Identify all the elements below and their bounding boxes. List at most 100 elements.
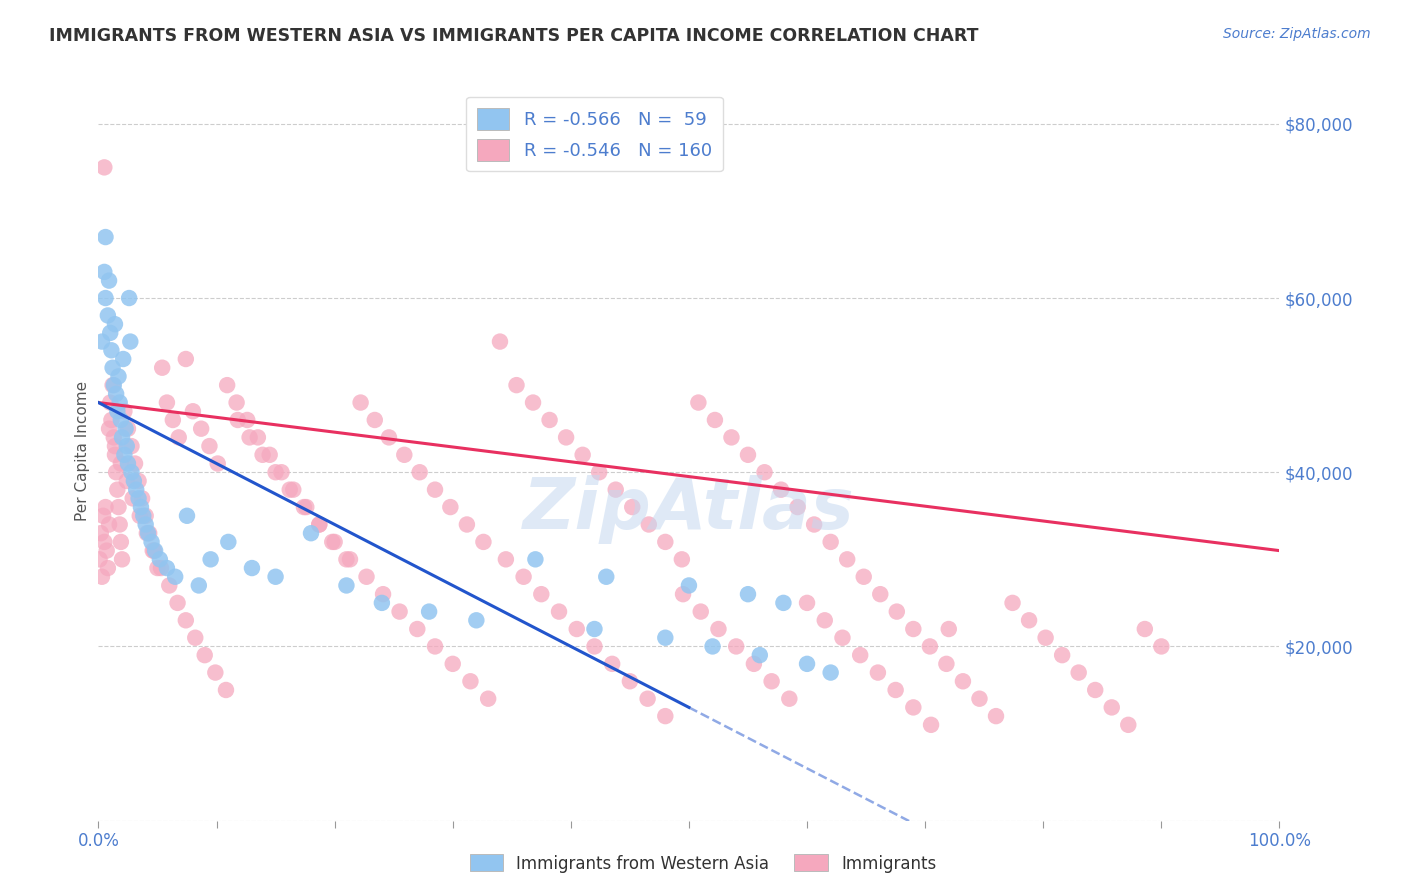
Point <box>156 561 179 575</box>
Point <box>105 404 128 418</box>
Point <box>754 465 776 479</box>
Point <box>565 622 588 636</box>
Point <box>174 351 197 366</box>
Point <box>101 360 124 375</box>
Point <box>323 535 346 549</box>
Point <box>772 596 794 610</box>
Point <box>742 657 765 671</box>
Point <box>91 570 114 584</box>
Point <box>138 526 160 541</box>
Point <box>94 230 117 244</box>
Point <box>176 508 198 523</box>
Point <box>194 648 217 662</box>
Point <box>98 326 121 340</box>
Point <box>135 526 157 541</box>
Point <box>969 691 991 706</box>
Point <box>984 709 1007 723</box>
Point <box>388 605 411 619</box>
Point <box>299 526 322 541</box>
Point <box>217 535 239 549</box>
Point <box>720 430 742 444</box>
Point <box>408 465 430 479</box>
Point <box>869 587 891 601</box>
Point <box>181 404 204 418</box>
Point <box>837 552 859 566</box>
Point <box>122 474 145 488</box>
Point <box>477 691 499 706</box>
Point <box>124 457 146 471</box>
Point <box>605 483 627 497</box>
Point <box>135 517 157 532</box>
Point <box>110 535 132 549</box>
Point <box>583 622 606 636</box>
Point <box>121 491 143 506</box>
Point <box>252 448 274 462</box>
Point <box>495 552 517 566</box>
Point <box>240 561 263 575</box>
Point <box>96 543 118 558</box>
Point <box>505 378 527 392</box>
Point <box>349 395 371 409</box>
Point <box>489 334 512 349</box>
Point <box>167 430 190 444</box>
Point <box>671 552 693 566</box>
Point <box>149 552 172 566</box>
Text: IMMIGRANTS FROM WESTERN ASIA VS IMMIGRANTS PER CAPITA INCOME CORRELATION CHART: IMMIGRANTS FROM WESTERN ASIA VS IMMIGRAN… <box>49 27 979 45</box>
Point <box>441 657 464 671</box>
Point <box>737 587 759 601</box>
Point <box>1150 640 1173 654</box>
Point <box>94 291 117 305</box>
Point <box>595 570 617 584</box>
Point <box>903 622 925 636</box>
Point <box>295 500 318 514</box>
Point <box>142 543 165 558</box>
Point <box>132 508 155 523</box>
Point <box>190 422 212 436</box>
Point <box>920 718 942 732</box>
Point <box>866 665 889 680</box>
Point <box>688 395 710 409</box>
Point <box>292 500 315 514</box>
Point <box>111 552 134 566</box>
Point <box>93 265 115 279</box>
Point <box>115 474 138 488</box>
Point <box>522 395 544 409</box>
Point <box>129 500 152 514</box>
Point <box>1001 596 1024 610</box>
Point <box>112 448 135 462</box>
Point <box>814 613 837 627</box>
Point <box>952 674 974 689</box>
Point <box>108 395 131 409</box>
Point <box>378 430 401 444</box>
Point <box>270 465 292 479</box>
Point <box>796 596 818 610</box>
Point <box>886 605 908 619</box>
Point <box>198 439 221 453</box>
Point <box>166 596 188 610</box>
Point <box>1018 613 1040 627</box>
Point <box>831 631 853 645</box>
Point <box>136 526 159 541</box>
Point <box>146 561 169 575</box>
Point <box>394 448 416 462</box>
Point <box>530 587 553 601</box>
Point <box>364 413 387 427</box>
Point <box>903 700 925 714</box>
Point <box>111 430 134 444</box>
Point <box>131 491 153 506</box>
Point <box>702 640 724 654</box>
Point <box>97 309 120 323</box>
Point <box>555 430 578 444</box>
Point <box>118 291 141 305</box>
Point <box>1067 665 1090 680</box>
Point <box>786 500 808 514</box>
Point <box>103 430 125 444</box>
Point <box>637 517 659 532</box>
Point <box>112 351 135 366</box>
Point <box>128 474 150 488</box>
Point <box>654 631 676 645</box>
Point <box>1050 648 1073 662</box>
Point <box>141 535 163 549</box>
Point <box>156 395 179 409</box>
Text: Source: ZipAtlas.com: Source: ZipAtlas.com <box>1223 27 1371 41</box>
